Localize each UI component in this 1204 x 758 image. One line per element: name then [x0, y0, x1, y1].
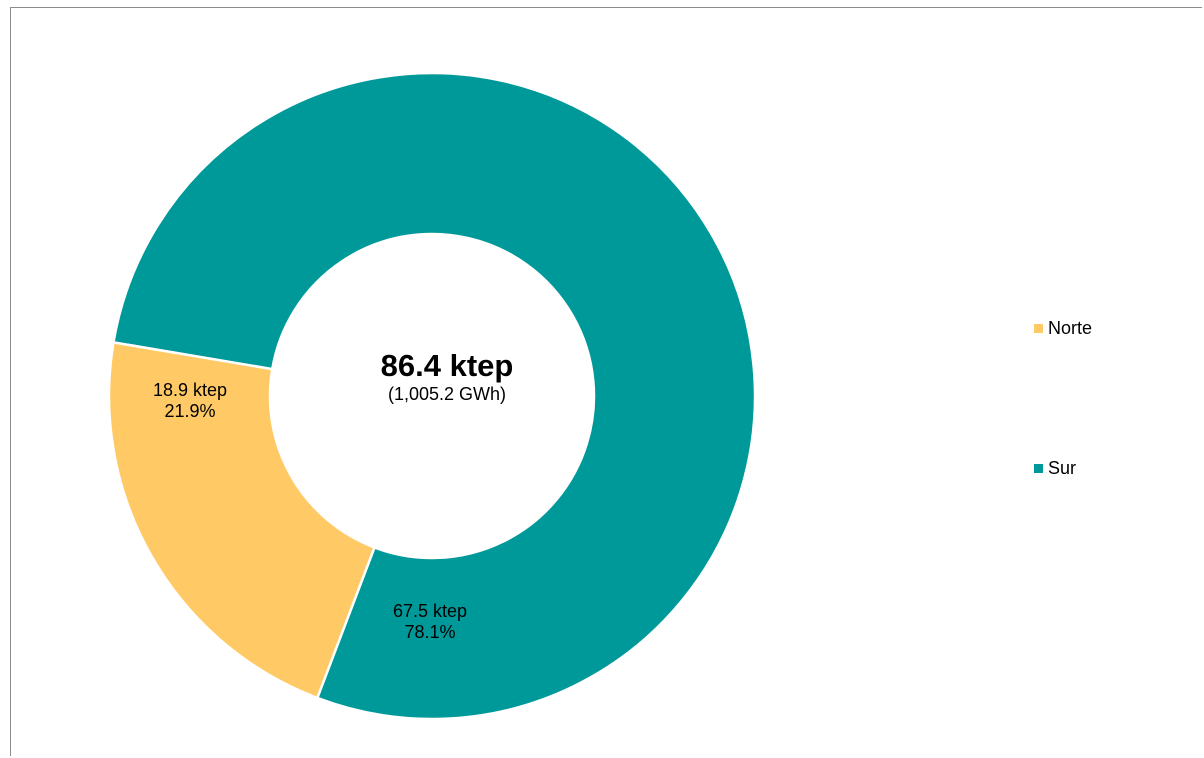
- legend-swatch-norte: [1034, 324, 1043, 333]
- slice-value-sur: 67.5 ktep: [392, 601, 468, 621]
- slice-label-sur: 67.5 ktep 78.1%: [370, 601, 490, 643]
- center-total-label: 86.4 ktep: [380, 348, 514, 383]
- donut-slice-sur: [112, 71, 757, 721]
- legend-item-norte: Norte: [1034, 318, 1092, 339]
- donut-slice-norte: [107, 340, 377, 700]
- slice-percent-norte: 21.9%: [164, 401, 216, 421]
- legend-swatch-sur: [1034, 464, 1043, 473]
- slice-percent-sur: 78.1%: [404, 622, 456, 642]
- slice-label-norte: 18.9 ktep 21.9%: [130, 380, 250, 422]
- center-subtitle-label: (1,005.2 GWh): [387, 384, 507, 404]
- legend-label-norte: Norte: [1048, 318, 1093, 338]
- legend-label-sur: Sur: [1048, 458, 1077, 478]
- legend-item-sur: Sur: [1034, 458, 1076, 479]
- slice-value-norte: 18.9 ktep: [152, 380, 228, 400]
